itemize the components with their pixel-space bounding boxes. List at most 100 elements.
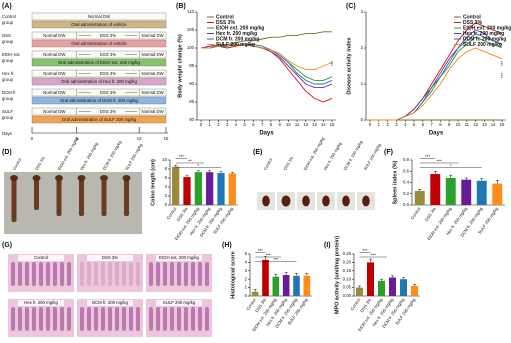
crypt: [149, 307, 153, 331]
water-text: Normal DW: [43, 71, 66, 76]
colon: [79, 176, 84, 216]
series-line: [200, 31, 332, 49]
crypt: [101, 307, 105, 331]
bar: [414, 190, 425, 205]
label-bg: [156, 300, 202, 306]
water-segment: [31, 12, 167, 21]
water-text: Normal DW: [43, 33, 66, 38]
crypt: [11, 307, 15, 331]
crypt: [60, 262, 64, 286]
colon: [101, 176, 107, 216]
y-tick-label: 8: [165, 166, 168, 171]
colon-photo: [4, 172, 142, 234]
photo-label: Hex fr. 200 mg/kg: [24, 300, 58, 305]
water-text: Normal DW: [141, 90, 164, 95]
spleen: [302, 195, 310, 207]
water-text: DSS 3%: [100, 71, 116, 76]
y-tick-label: 0.25: [343, 251, 352, 256]
crypt: [177, 307, 181, 331]
water-segment: [138, 69, 167, 78]
treatment-bar: [31, 115, 167, 124]
y-tick-label: 0.20: [343, 260, 352, 265]
significance: ***: [266, 253, 271, 258]
panel-label: (B): [176, 3, 186, 10]
water-text: Normal DW: [141, 33, 164, 38]
group-label: group: [2, 96, 14, 101]
crypt: [115, 262, 119, 286]
water-text: Normal DW: [141, 71, 164, 76]
x-tick-label: Control: [245, 297, 257, 311]
crypt: [156, 307, 160, 331]
water-text: Normal DW: [141, 109, 164, 114]
x-tick-label: 0: [200, 122, 203, 127]
bar: [303, 275, 311, 296]
label-bg: [18, 300, 64, 306]
significance: ***: [500, 61, 505, 66]
treatment-text: Oral administration of EtOH ext. 200 mg/…: [58, 60, 141, 65]
bar: [366, 262, 375, 296]
photo-label: Control: [11, 157, 22, 171]
water-segment: [138, 31, 167, 40]
spleen: [262, 195, 270, 207]
x-tick-label: 12: [473, 122, 478, 127]
y-axis-label: MPO activity (unit/mg protein): [334, 236, 340, 314]
water-segment: [138, 88, 167, 97]
crypt: [94, 262, 98, 286]
cecum: [32, 175, 41, 181]
bar: [399, 279, 408, 296]
y-tick-label: 105: [187, 27, 195, 32]
x-tick-label: 9: [448, 122, 451, 127]
significance: ***: [179, 154, 184, 159]
colon: [11, 176, 17, 222]
y-tick-label: 4: [165, 184, 168, 189]
crypt: [80, 262, 84, 286]
crypt: [198, 262, 202, 286]
crypt: [18, 307, 22, 331]
crypt: [136, 262, 140, 286]
water-text: Normal DW: [88, 14, 111, 19]
x-tick-label: 11: [465, 122, 470, 127]
y-axis-label: Histological score: [230, 251, 236, 298]
x-tick-label: 6: [252, 122, 255, 127]
crypt: [191, 307, 195, 331]
crypt: [67, 307, 71, 331]
series-line: [370, 47, 503, 121]
water-text: DSS 3%: [100, 109, 116, 114]
crypt: [184, 262, 188, 286]
crypt: [39, 307, 43, 331]
x-tick-label: 2: [217, 122, 220, 127]
x-tick-label: 7: [261, 122, 264, 127]
y-tick-label: 1: [245, 285, 248, 290]
legend-label: EtOH ext. 200 mg/kg: [216, 25, 264, 31]
panel-label: (F): [384, 149, 393, 156]
group-label: group: [2, 77, 14, 82]
y-tick-label: 0: [245, 293, 248, 298]
bar: [476, 180, 487, 205]
crypt: [198, 307, 202, 331]
x-tick-label: 6: [422, 122, 425, 127]
y-tick-label: 100: [187, 45, 195, 50]
spleen: [322, 195, 330, 207]
bar: [272, 276, 280, 296]
cecum: [122, 175, 131, 181]
bar: [410, 285, 419, 296]
water-text: DSS 3%: [100, 33, 116, 38]
y-tick-label: 95: [189, 63, 194, 68]
group-label: DCM fr.: [2, 90, 17, 95]
bar: [377, 280, 386, 296]
bar: [262, 259, 269, 296]
colon: [34, 176, 39, 210]
water-text: Normal DW: [43, 52, 66, 57]
crypt: [39, 262, 43, 286]
bar: [217, 173, 225, 205]
cecum: [55, 175, 63, 181]
y-tick-label: 5: [245, 251, 248, 256]
y-tick-label: 0.10: [343, 276, 352, 281]
legend-label: Control: [463, 14, 481, 20]
y-tick-label: 85: [189, 99, 194, 104]
series-line: [201, 43, 333, 71]
crypt: [11, 262, 15, 286]
day-label: 5: [75, 136, 78, 141]
crypt: [46, 262, 50, 286]
